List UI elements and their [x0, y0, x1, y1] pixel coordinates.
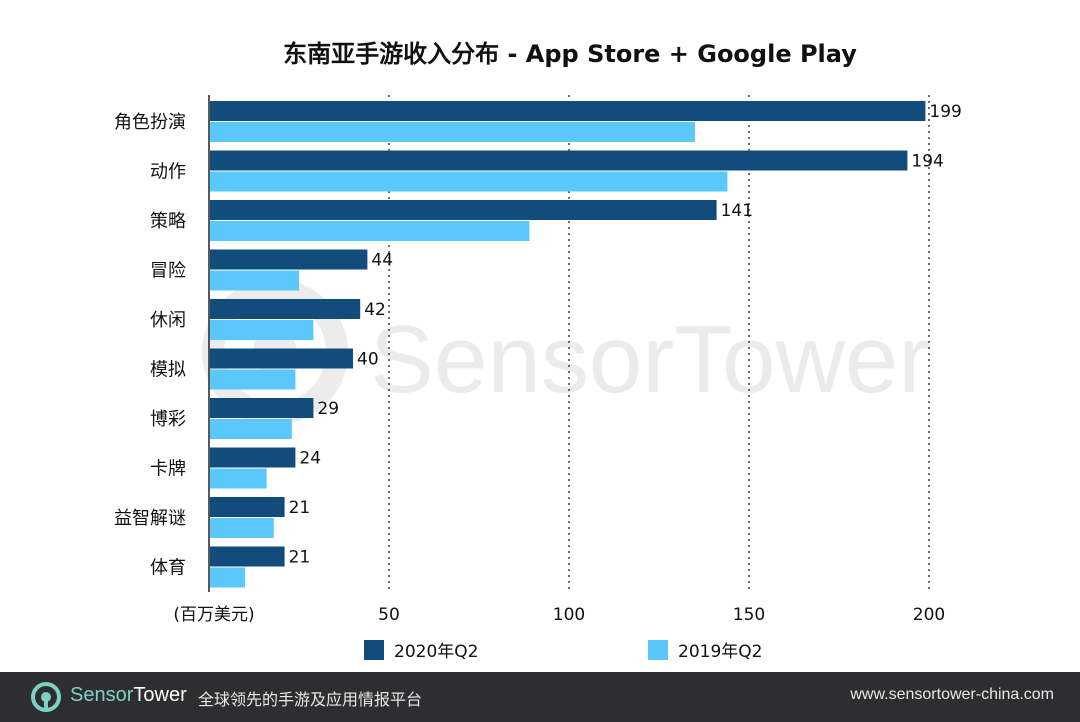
watermark-text: SensorTower [370, 306, 930, 413]
data-label-2020: 194 [911, 152, 943, 172]
footer-bar: SensorTower 全球领先的手游及应用情报平台 www.sensortow… [0, 672, 1080, 722]
legend-label-2019: 2019年Q2 [678, 642, 762, 662]
category-label: 体育 [150, 557, 186, 578]
category-label: 冒险 [150, 260, 186, 281]
chart-title: 东南亚手游收入分布 - App Store + Google Play [283, 40, 857, 68]
data-label-2020: 199 [929, 102, 961, 122]
bar-2020-5 [210, 299, 361, 319]
footer-brand-sensor: Sensor [70, 684, 134, 706]
category-label: 角色扮演 [114, 112, 186, 133]
bar-2019-6 [210, 369, 296, 390]
footer-brand-tower: Tower [133, 684, 187, 706]
watermark: SensorTower [202, 279, 930, 425]
bar-2020-9 [210, 497, 285, 517]
data-label-2020: 44 [371, 251, 393, 271]
chart: SensorTower 东南亚手游收入分布 - App Store + Goog… [114, 40, 962, 662]
data-label-2020: 21 [289, 498, 311, 518]
x-tick-label: 200 [913, 605, 945, 625]
category-label: 模拟 [150, 359, 186, 380]
bar-2020-10 [210, 546, 285, 567]
x-tick-label: 100 [553, 605, 585, 625]
x-axis-label: (百万美元) [173, 605, 254, 625]
bar-2019-5 [210, 320, 314, 340]
legend: 2020年Q2 2019年Q2 [364, 640, 762, 662]
bar-2020-6 [210, 348, 353, 369]
data-label-2020: 42 [364, 300, 386, 320]
data-label-2020: 40 [357, 350, 379, 370]
category-label: 休闲 [150, 310, 186, 331]
bar-2020-3 [210, 200, 717, 220]
bar-2020-8 [210, 447, 296, 468]
footer-website[interactable]: www.sensortower-china.com [850, 686, 1054, 703]
bar-2019-1 [210, 122, 695, 142]
x-tick-label: 50 [378, 605, 400, 625]
category-label: 策略 [150, 211, 186, 232]
bar-2020-7 [210, 398, 314, 418]
legend-swatch-2020 [364, 640, 384, 660]
data-label-2020: 21 [289, 548, 311, 568]
sensortower-logo-icon [31, 682, 61, 712]
footer-brand: SensorTower [70, 684, 187, 707]
category-label: 博彩 [150, 409, 186, 430]
bar-2020-4 [210, 249, 368, 270]
data-label-2020: 29 [317, 399, 339, 419]
bar-2020-1 [210, 101, 926, 121]
legend-swatch-2019 [648, 640, 668, 660]
bar-2019-3 [210, 221, 530, 241]
bar-2019-8 [210, 468, 267, 489]
legend-label-2020: 2020年Q2 [394, 642, 478, 662]
bar-2019-9 [210, 518, 274, 538]
bar-2019-10 [210, 567, 245, 588]
category-label: 动作 [150, 161, 186, 182]
x-tick-label: 150 [733, 605, 765, 625]
data-label-2020: 141 [721, 201, 753, 221]
category-label: 卡牌 [150, 458, 186, 479]
footer-tagline: 全球领先的手游及应用情报平台 [198, 692, 423, 709]
bar-2019-4 [210, 270, 299, 291]
bar-2020-2 [210, 150, 908, 171]
category-label: 益智解谜 [114, 508, 186, 529]
bar-2019-2 [210, 171, 728, 192]
bar-2019-7 [210, 419, 292, 439]
data-label-2020: 24 [299, 449, 321, 469]
